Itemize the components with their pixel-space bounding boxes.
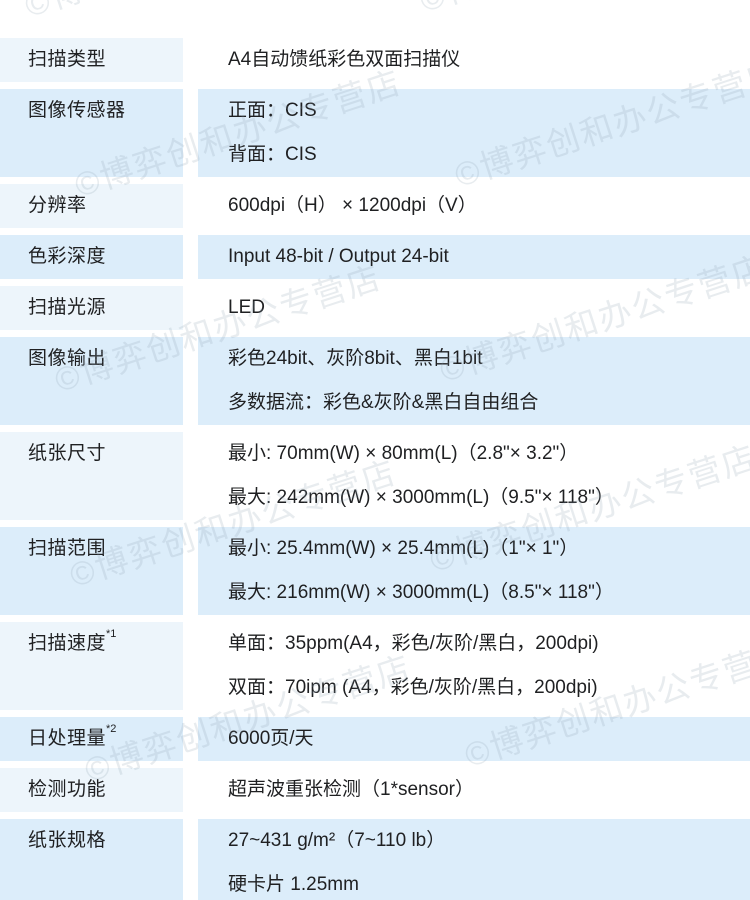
spec-label: 图像传感器: [28, 100, 126, 121]
spec-label: 扫描范围: [28, 538, 107, 559]
spec-value: 背面：CIS: [228, 144, 317, 165]
spec-label: 扫描速度: [28, 633, 107, 654]
spec-label-cell: 扫描光源: [0, 286, 183, 330]
spec-label: 色彩深度: [28, 246, 107, 267]
spec-value-cell: 最小: 70mm(W) × 80mm(L)（2.8"× 3.2"） 最大: 242…: [198, 432, 750, 520]
spec-label-superscript: *2: [106, 723, 117, 735]
spec-label-cell: 纸张尺寸: [0, 432, 183, 520]
spec-value: 多数据流：彩色&灰阶&黑白自由组合: [228, 392, 539, 413]
spec-row: 扫描范围 最小: 25.4mm(W) × 25.4mm(L)（1"× 1"） 最大…: [0, 527, 750, 615]
spec-label-cell: 检测功能: [0, 768, 183, 812]
spec-value-cell: LED: [198, 286, 750, 330]
spec-value: Input 48-bit / Output 24-bit: [228, 246, 449, 267]
spec-value: 6000页/天: [228, 728, 314, 749]
spec-value: 正面：CIS: [228, 100, 317, 121]
spec-value: 最大: 242mm(W) × 3000mm(L)（9.5"× 118"）: [228, 487, 614, 508]
spec-row: 日处理量 *2 6000页/天: [0, 717, 750, 761]
spec-label-cell: 扫描速度 *1: [0, 622, 183, 710]
spec-row: 分辨率 600dpi（H） × 1200dpi（V）: [0, 184, 750, 228]
spec-value-cell: 6000页/天: [198, 717, 750, 761]
spec-value: 最小: 70mm(W) × 80mm(L)（2.8"× 3.2"）: [228, 443, 579, 464]
spec-value: 超声波重张检测（1*sensor）: [228, 779, 474, 800]
spec-value-cell: A4自动馈纸彩色双面扫描仪: [198, 38, 750, 82]
spec-label: 纸张尺寸: [28, 443, 107, 464]
spec-row: 纸张尺寸 最小: 70mm(W) × 80mm(L)（2.8"× 3.2"） 最大…: [0, 432, 750, 520]
spec-row: 图像传感器 正面：CIS 背面：CIS: [0, 89, 750, 177]
spec-value-cell: 彩色24bit、灰阶8bit、黑白1bit 多数据流：彩色&灰阶&黑白自由组合: [198, 337, 750, 425]
spec-label: 日处理量: [28, 728, 107, 749]
spec-label: 检测功能: [28, 779, 107, 800]
spec-label-cell: 图像传感器: [0, 89, 183, 177]
spec-value: 600dpi（H） × 1200dpi（V）: [228, 195, 477, 216]
spec-label-cell: 纸张规格: [0, 819, 183, 900]
spec-label-cell: 扫描类型: [0, 38, 183, 82]
spec-value: A4自动馈纸彩色双面扫描仪: [228, 49, 461, 70]
spec-value: 单面：35ppm(A4，彩色/灰阶/黑白，200dpi): [228, 633, 599, 654]
spec-value-cell: Input 48-bit / Output 24-bit: [198, 235, 750, 279]
spec-row: 图像输出 彩色24bit、灰阶8bit、黑白1bit 多数据流：彩色&灰阶&黑白自…: [0, 337, 750, 425]
spec-value-cell: 超声波重张检测（1*sensor）: [198, 768, 750, 812]
spec-label-cell: 色彩深度: [0, 235, 183, 279]
watermark-text: ©博弈创和办公专营店: [413, 0, 750, 22]
spec-row: 纸张规格 27~431 g/m²（7~110 lb） 硬卡片 1.25mm: [0, 819, 750, 900]
spec-value: 最大: 216mm(W) × 3000mm(L)（8.5"× 118"）: [228, 582, 614, 603]
spec-label: 分辨率: [28, 195, 87, 216]
spec-label: 图像输出: [28, 348, 107, 369]
spec-label: 扫描光源: [28, 297, 107, 318]
spec-row: 扫描速度 *1 单面：35ppm(A4，彩色/灰阶/黑白，200dpi) 双面：70…: [0, 622, 750, 710]
spec-label-cell: 日处理量 *2: [0, 717, 183, 761]
spec-row: 扫描光源 LED: [0, 286, 750, 330]
spec-row: 检测功能 超声波重张检测（1*sensor）: [0, 768, 750, 812]
spec-value: 27~431 g/m²（7~110 lb）: [228, 830, 446, 851]
spec-value: 双面：70ipm (A4，彩色/灰阶/黑白，200dpi): [228, 677, 598, 698]
spec-label: 扫描类型: [28, 49, 107, 70]
spec-label-cell: 扫描范围: [0, 527, 183, 615]
spec-label-cell: 图像输出: [0, 337, 183, 425]
spec-label-cell: 分辨率: [0, 184, 183, 228]
spec-value-cell: 正面：CIS 背面：CIS: [198, 89, 750, 177]
spec-row: 色彩深度 Input 48-bit / Output 24-bit: [0, 235, 750, 279]
spec-row: 扫描类型 A4自动馈纸彩色双面扫描仪: [0, 38, 750, 82]
spec-value-cell: 600dpi（H） × 1200dpi（V）: [198, 184, 750, 228]
spec-value: 硬卡片 1.25mm: [228, 874, 359, 895]
spec-value-cell: 最小: 25.4mm(W) × 25.4mm(L)（1"× 1"） 最大: 216…: [198, 527, 750, 615]
spec-value: 最小: 25.4mm(W) × 25.4mm(L)（1"× 1"）: [228, 538, 579, 559]
spec-value-cell: 单面：35ppm(A4，彩色/灰阶/黑白，200dpi) 双面：70ipm (A4…: [198, 622, 750, 710]
watermark-text: ©博弈创和办公专营店: [18, 0, 357, 27]
spec-label: 纸张规格: [28, 830, 107, 851]
spec-value: 彩色24bit、灰阶8bit、黑白1bit: [228, 348, 483, 369]
spec-value-cell: 27~431 g/m²（7~110 lb） 硬卡片 1.25mm: [198, 819, 750, 900]
spec-label-superscript: *1: [106, 628, 117, 640]
spec-value: LED: [228, 297, 265, 318]
spec-table: 扫描类型 A4自动馈纸彩色双面扫描仪 图像传感器 正面：CIS 背面：CIS 分辨…: [0, 38, 750, 900]
